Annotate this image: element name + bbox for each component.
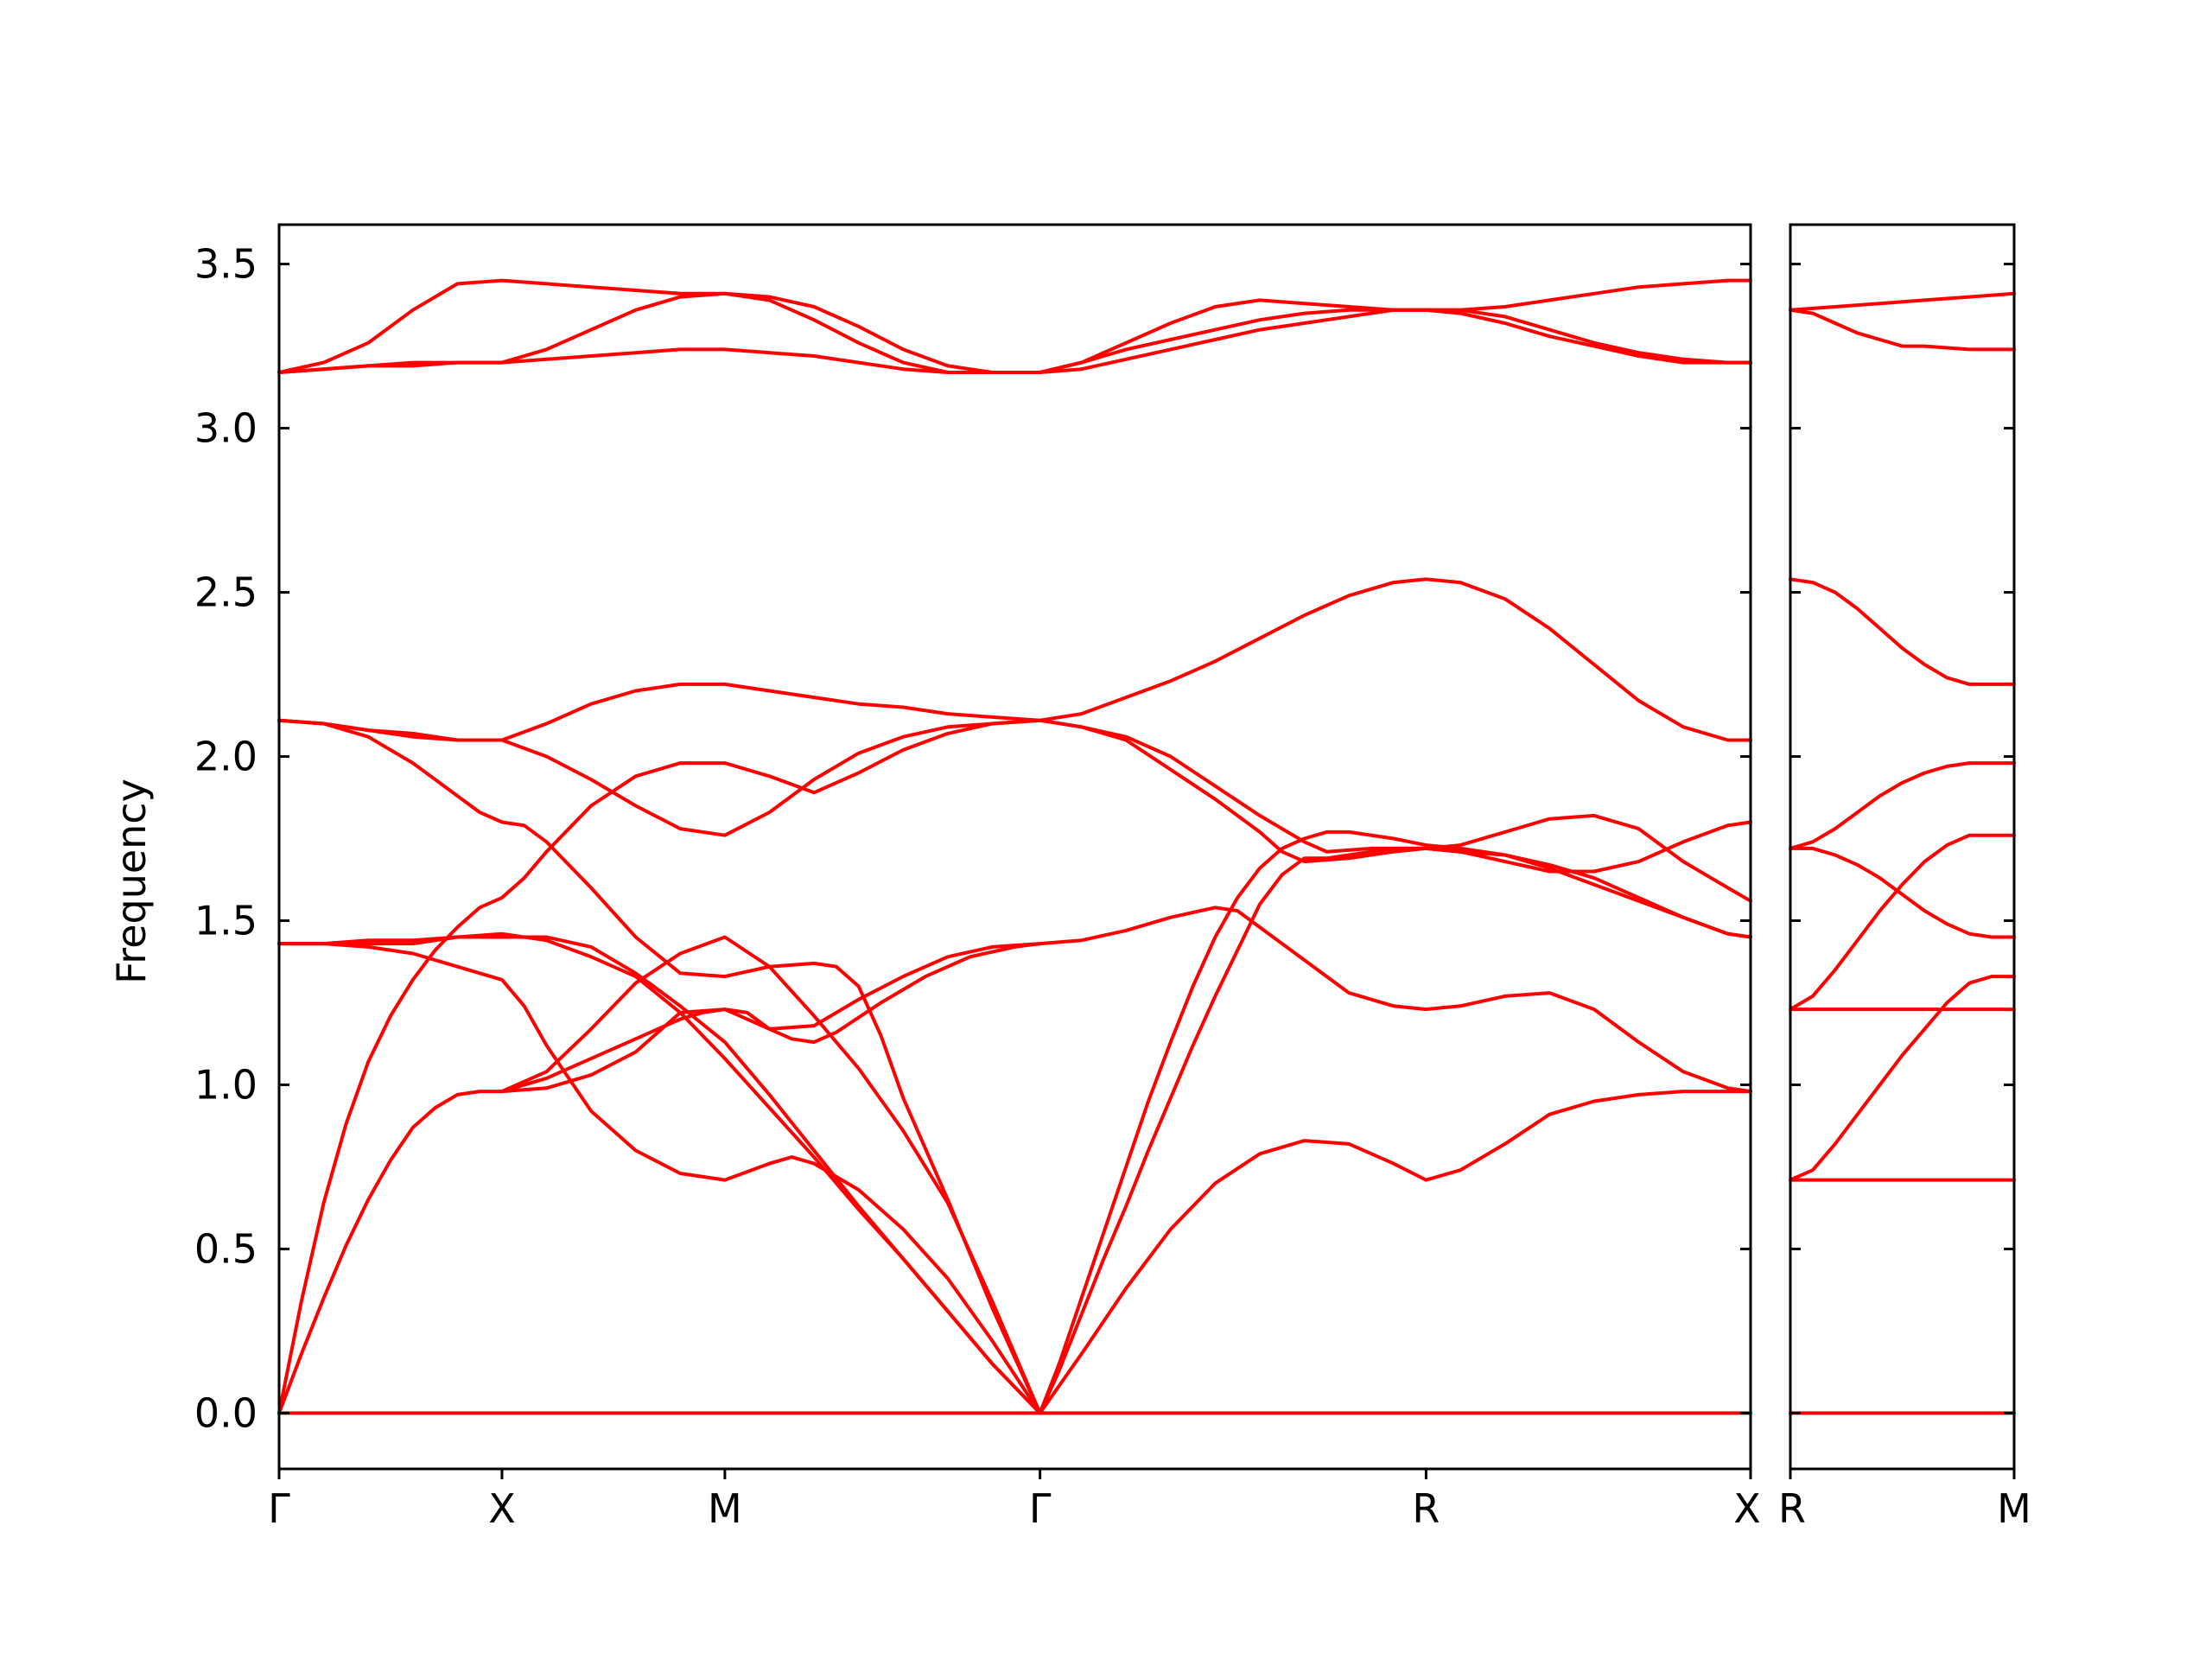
phonon-band-1-6 — [1789, 577, 2016, 686]
x-tick-label: X — [1733, 1485, 1761, 1532]
phonon-band-1-7 — [1789, 308, 2016, 352]
phonon-band-0-3 — [277, 830, 1752, 1415]
y-tick-label: 1.5 — [194, 897, 257, 944]
phonon-band-0-2 — [277, 942, 1752, 1415]
y-tick-label: 3.5 — [194, 241, 257, 288]
y-tick-label: 2.5 — [194, 569, 257, 616]
x-tick-label: M — [1997, 1485, 2031, 1532]
plot-frame — [1789, 223, 2016, 1471]
phonon-band-0-12 — [277, 291, 1752, 374]
x-tick-label: M — [708, 1485, 742, 1532]
phonon-band-0-6 — [277, 718, 1752, 903]
phonon-band-0-13 — [277, 278, 1752, 374]
y-axis-label: Frequency — [108, 779, 155, 984]
phonon-band-0-10 — [500, 942, 1042, 1094]
x-tick-label: X — [488, 1485, 516, 1532]
phonon-band-1-5 — [1789, 761, 2016, 850]
phonon-band-0-7 — [277, 682, 1752, 874]
y-tick-label: 2.0 — [194, 734, 257, 780]
phonon-band-0-0 — [277, 577, 1752, 1415]
phonon-band-1-4 — [1789, 846, 2016, 939]
x-tick-label: Γ — [1029, 1485, 1052, 1532]
x-tick-label: R — [1412, 1485, 1440, 1532]
phonon-band-1-8 — [1789, 291, 2016, 312]
phonon-band-0-9 — [500, 935, 1042, 1415]
x-tick-label: Γ — [268, 1485, 290, 1532]
y-tick-label: 0.0 — [194, 1389, 257, 1436]
y-tick-label: 0.5 — [194, 1225, 257, 1272]
phonon-band-0-4 — [277, 846, 1752, 1415]
y-tick-label: 1.0 — [194, 1061, 257, 1108]
x-tick-label: R — [1778, 1485, 1806, 1532]
y-axis: 0.0 0.5 1.0 1.5 2.0 2.5 3.0 3.5 — [194, 241, 257, 1437]
phonon-band-0-5 — [277, 718, 1042, 1415]
phonon-band-1-1 — [1789, 975, 2016, 1182]
phonon-band-1-3 — [1789, 833, 2016, 1012]
plot-frame — [277, 223, 1752, 1471]
phonon-band-0-1 — [277, 906, 1752, 1415]
y-tick-label: 3.0 — [194, 405, 257, 452]
